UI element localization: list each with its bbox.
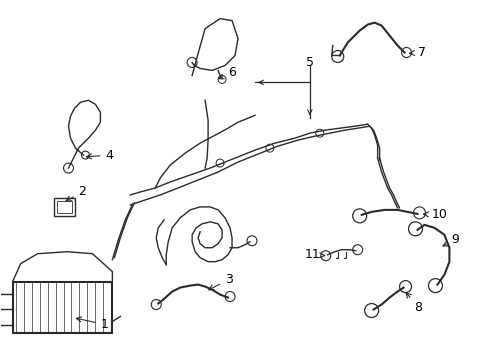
Text: 9: 9 bbox=[443, 233, 459, 246]
Text: 8: 8 bbox=[406, 293, 422, 314]
Text: 1: 1 bbox=[76, 317, 108, 331]
Bar bbox=[56, 201, 73, 213]
Text: 3: 3 bbox=[209, 273, 233, 290]
Circle shape bbox=[316, 129, 324, 137]
Text: 7: 7 bbox=[410, 46, 425, 59]
Bar bbox=[13, 282, 112, 333]
Bar bbox=[53, 198, 75, 216]
Circle shape bbox=[216, 159, 224, 167]
Text: 4: 4 bbox=[86, 149, 113, 162]
Text: 2: 2 bbox=[66, 185, 86, 201]
Text: 10: 10 bbox=[423, 208, 447, 221]
Circle shape bbox=[266, 144, 274, 152]
Text: 6: 6 bbox=[219, 66, 236, 79]
Text: 11: 11 bbox=[305, 248, 324, 261]
Text: 5: 5 bbox=[306, 56, 314, 69]
